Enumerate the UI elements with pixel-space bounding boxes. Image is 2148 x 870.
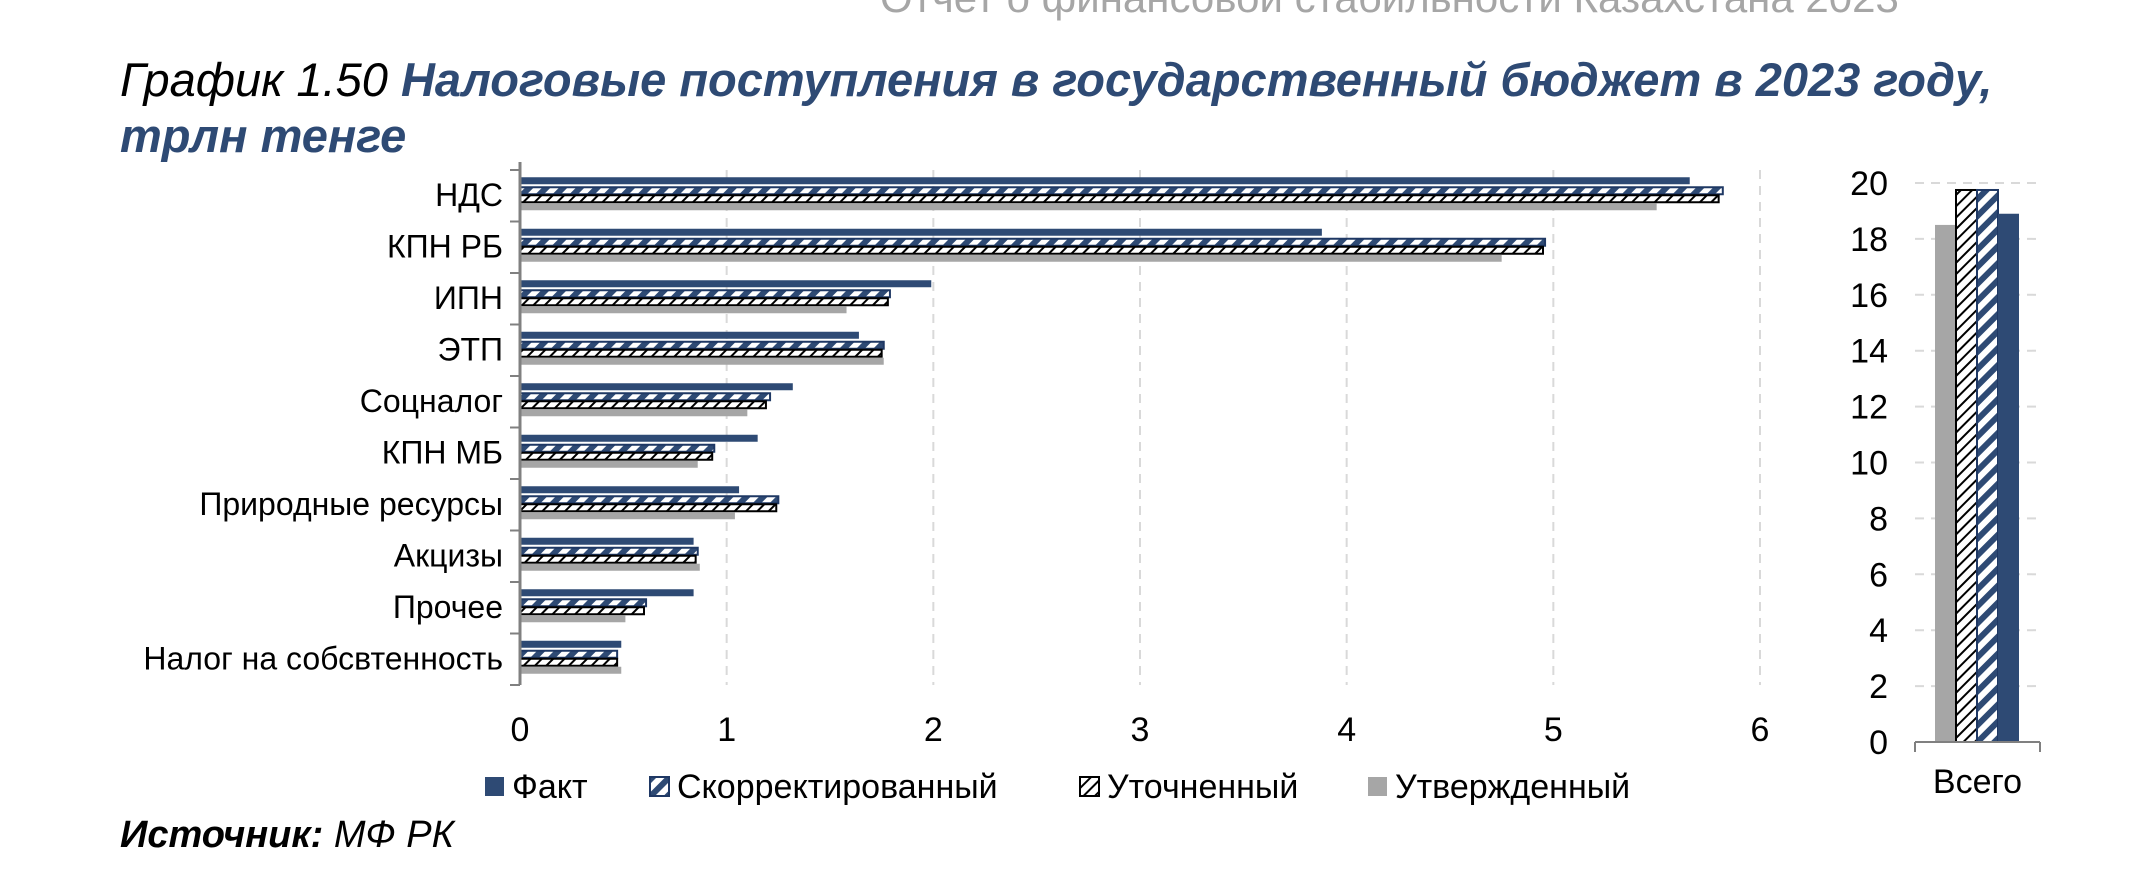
bar-скорректированный — [519, 443, 716, 453]
bar-скорректированный — [519, 237, 1547, 247]
total-category-label: Всего — [1933, 763, 2022, 801]
y-tick-label: 10 — [1850, 445, 1888, 483]
y-tick-label: 20 — [1850, 165, 1888, 203]
bar-скорректированный — [519, 340, 885, 350]
main-axes: 0 1 2 3 4 5 6 НДС КПН РБ ИПН ЭТП Соцналог КПН МБ Прир… — [143, 162, 1769, 749]
y-tick-label: 8 — [1869, 500, 1888, 538]
bar-скорректированный — [519, 289, 891, 299]
bar-уточненный — [519, 503, 778, 513]
category-label: ЭТП — [437, 331, 503, 367]
total-bar-утвержденный — [1935, 224, 1956, 743]
x-tick-label: 4 — [1337, 711, 1356, 749]
bar-факт — [520, 280, 932, 288]
category-label: НДС — [435, 177, 503, 213]
bar-утвержденный — [520, 203, 1657, 211]
legend-swatch-уточненный — [1079, 776, 1100, 797]
total-axes: 0 2 4 6 8 10 12 14 16 18 20 Всего — [1850, 165, 2041, 801]
total-bar-факт — [1998, 213, 2019, 742]
total-bars — [1935, 188, 2019, 744]
bar-утвержденный — [520, 357, 884, 365]
bar-уточненный — [519, 400, 767, 410]
bar-утвержденный — [520, 306, 847, 314]
y-tick-label: 4 — [1869, 612, 1888, 650]
y-tick-label: 12 — [1850, 389, 1888, 427]
bar-факт — [520, 589, 694, 597]
x-tick-label: 2 — [924, 711, 943, 749]
bar-скорректированный — [519, 546, 699, 556]
category-label: КПН МБ — [382, 434, 503, 470]
bar-скорректированный — [519, 598, 648, 608]
bar-факт — [520, 228, 1322, 236]
bar-утвержденный — [520, 563, 700, 571]
y-tick-label: 0 — [1869, 724, 1888, 762]
x-tick-label: 6 — [1751, 711, 1770, 749]
x-tick-label: 3 — [1131, 711, 1150, 749]
category-label: ИПН — [434, 280, 503, 316]
bar-скорректированный — [519, 495, 780, 505]
legend-swatch-факт — [485, 777, 504, 796]
bar-утвержденный — [520, 460, 698, 468]
bar-скорректированный — [519, 186, 1724, 196]
category-label: Природные ресурсы — [199, 486, 503, 522]
legend-label: Утвержденный — [1395, 768, 1630, 806]
chart-title-text: Налоговые поступления в государственный … — [120, 53, 1993, 162]
bar-уточненный — [519, 606, 645, 616]
legend-swatch-скорректированный — [649, 776, 670, 797]
y-tick-label: 18 — [1850, 221, 1888, 259]
bar-факт — [520, 177, 1690, 185]
bar-уточненный — [519, 297, 889, 307]
bar-факт — [520, 486, 740, 494]
bar-скорректированный — [519, 392, 772, 402]
category-label: КПН РБ — [387, 228, 503, 264]
category-label: Акцизы — [394, 537, 503, 573]
bar-утвержденный — [520, 512, 735, 520]
bar-утвержденный — [520, 254, 1502, 262]
source-value: МФ РК — [333, 814, 455, 856]
y-tick-label: 6 — [1869, 556, 1888, 594]
y-tick-label: 14 — [1850, 333, 1888, 371]
bar-утвержденный — [520, 409, 748, 417]
chart-title: График 1.50 Налоговые поступления в госу… — [120, 52, 2080, 164]
legend-label: Уточненный — [1107, 768, 1298, 806]
x-tick-label: 1 — [717, 711, 736, 749]
chart-number: График 1.50 — [120, 53, 388, 106]
bar-уточненный — [519, 554, 697, 564]
bar-утвержденный — [520, 666, 622, 674]
x-tick-label: 0 — [511, 711, 530, 749]
y-tick-label: 2 — [1869, 668, 1888, 706]
bar-факт — [520, 331, 859, 339]
category-label: Налог на собсвтенность — [143, 640, 503, 676]
legend-label: Факт — [512, 768, 588, 806]
source-label: Источник: — [120, 814, 324, 856]
x-tick-label: 5 — [1544, 711, 1563, 749]
bar-факт — [520, 434, 758, 442]
bar-уточненный — [519, 348, 883, 358]
total-bar-уточненный — [1955, 188, 1978, 744]
bar-факт — [520, 537, 694, 545]
chart-legend: Факт Скорректированный Уточненный Утвержден… — [485, 768, 1630, 806]
bar-факт — [520, 640, 622, 648]
bar-уточненный — [519, 451, 714, 461]
bar-уточненный — [519, 194, 1720, 204]
bar-уточненный — [519, 657, 619, 667]
category-label: Прочее — [393, 589, 503, 625]
bar-уточненный — [519, 245, 1544, 255]
main-bars — [519, 177, 1724, 674]
source-note: Источник: МФ РК — [120, 814, 454, 857]
y-tick-label: 16 — [1850, 277, 1888, 315]
bar-скорректированный — [519, 649, 619, 659]
legend-label: Скорректированный — [677, 768, 998, 806]
bar-утвержденный — [520, 615, 626, 623]
bar-факт — [520, 383, 793, 391]
report-header: Отчет о финансовой стабильности Казахста… — [880, 0, 1899, 22]
legend-swatch-утвержденный — [1368, 777, 1387, 796]
category-label: Соцналог — [360, 383, 503, 419]
total-bar-скорректированный — [1976, 188, 1999, 744]
